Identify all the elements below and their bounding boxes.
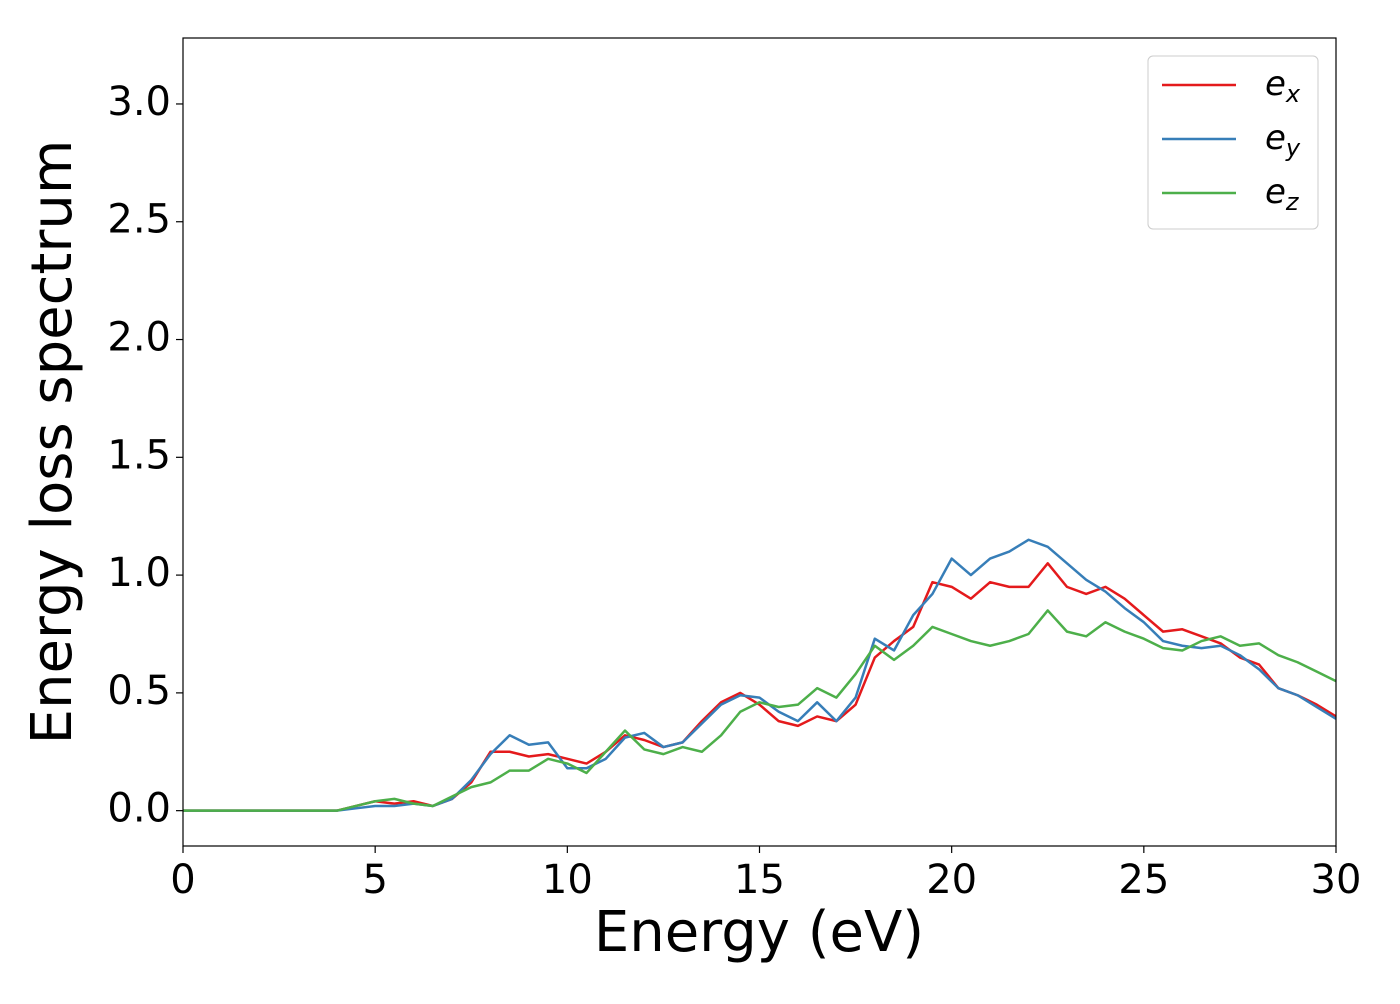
line-series: [183, 562, 1337, 812]
x-tick-label: 0: [170, 857, 195, 903]
x-tick-label: 30: [1311, 857, 1362, 903]
y-tick-label: 2.0: [107, 315, 171, 361]
y-tick-label: 2.5: [107, 197, 171, 243]
plot-frame: [182, 37, 1337, 847]
y-tick-label: 0.0: [107, 786, 171, 832]
x-tick-label: 25: [1118, 857, 1169, 903]
line-series: [183, 609, 1337, 812]
y-tick-label: 1.5: [107, 432, 171, 478]
y-tick-label: 0.5: [107, 668, 171, 714]
legend-label: ex: [1265, 64, 1301, 109]
y-tick-label: 1.0: [107, 550, 171, 596]
legend-box: [1147, 55, 1319, 230]
x-tick-label: 20: [926, 857, 977, 903]
legend-label: ey: [1265, 118, 1301, 163]
x-tick-label: 15: [734, 857, 785, 903]
y-tick-label: 3.0: [107, 79, 171, 125]
y-axis-label: Energy loss spectrum: [20, 140, 85, 745]
x-tick-label: 5: [362, 857, 387, 903]
legend-label: ez: [1265, 172, 1300, 217]
x-tick-label: 10: [542, 857, 593, 903]
x-axis-label: Energy (eV): [594, 900, 924, 965]
line-series: [183, 538, 1337, 812]
